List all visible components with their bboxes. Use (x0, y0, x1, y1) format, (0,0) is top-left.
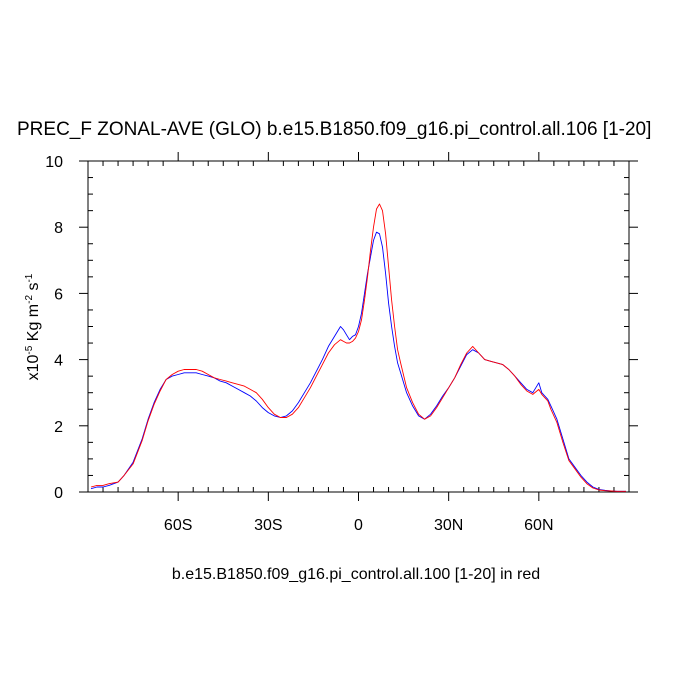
series-line-blue (90, 231, 626, 492)
y-tick-labels: 0 2 4 6 8 10 (45, 154, 63, 502)
minor-ticks (88, 161, 629, 492)
y-axis-label: x10-5 Kg m-2 s-1 (24, 273, 42, 380)
y-tick-label: 0 (54, 485, 63, 502)
y-tick-label: 2 (54, 419, 63, 436)
x-tick-label: 30N (434, 517, 463, 534)
x-tick-label: 30S (254, 517, 282, 534)
chart-title: PREC_F ZONAL-AVE (GLO) b.e15.B1850.f09_g… (17, 119, 651, 140)
chart-subtitle: b.e15.B1850.f09_g16.pi_control.all.100 [… (172, 566, 540, 583)
x-tick-label: 60N (524, 517, 553, 534)
x-tick-label: 0 (354, 517, 363, 534)
x-tick-labels: 60S 30S 0 30N 60N (164, 517, 554, 534)
y-tick-label: 6 (54, 286, 63, 303)
y-tick-label: 8 (54, 220, 63, 237)
series-lines (90, 203, 626, 492)
series-line-red (90, 203, 626, 492)
y-tick-label: 10 (45, 154, 63, 171)
y-tick-label: 4 (54, 353, 63, 370)
major-ticks (79, 152, 638, 501)
x-tick-label: 60S (164, 517, 192, 534)
